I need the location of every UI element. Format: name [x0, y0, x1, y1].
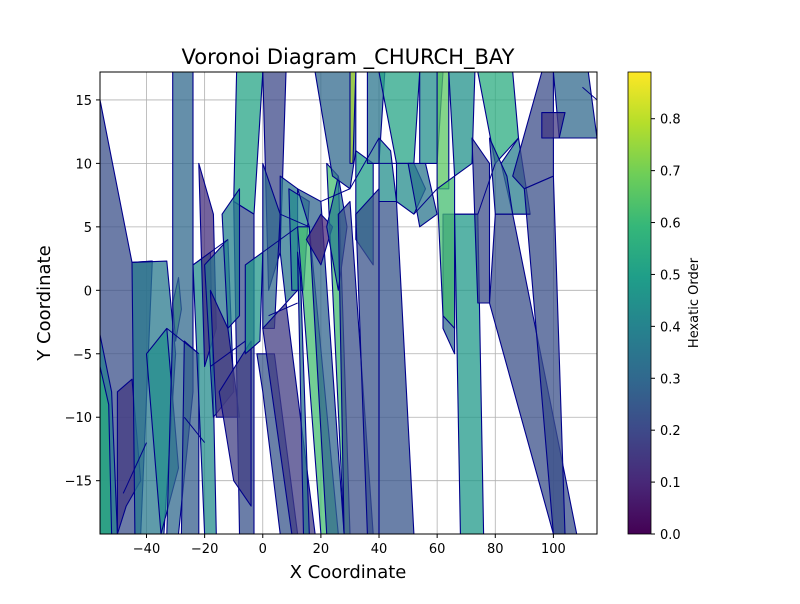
voronoi-edge [210, 340, 246, 367]
voronoi-edge [122, 442, 147, 494]
x-tick-label: 20 [313, 542, 330, 557]
x-tick-label: 40 [371, 542, 388, 557]
voronoi-cell [355, 188, 380, 534]
voronoi-cell [218, 340, 252, 507]
colorbar-tick-label: 0.5 [660, 268, 681, 283]
colorbar-tick-label: 0.6 [660, 217, 681, 232]
voronoi-edge [320, 188, 351, 202]
colorbar-gradient [627, 71, 652, 535]
x-tick-label: 100 [541, 542, 566, 557]
voronoi-cell [523, 175, 566, 534]
voronoi-cell [297, 188, 345, 534]
voronoi-cell [100, 365, 113, 534]
voronoi-cells [100, 72, 597, 534]
colorbar-tick-label: 0.1 [660, 476, 681, 491]
plot-area [99, 71, 598, 535]
y-axis-label: Y Coordinate [34, 245, 55, 361]
colorbar-tick-label: 0.8 [660, 113, 681, 128]
y-axis: −15 −10 −5 0 5 10 15 [65, 94, 100, 490]
colorbar: 0.0 0.1 0.2 0.3 0.4 0.5 0.6 0.7 0.8 Hexatic Orde… [627, 71, 702, 543]
x-tick-label: 60 [429, 542, 446, 557]
colorbar-tick-label: 0.4 [660, 320, 681, 335]
voronoi-cell [448, 72, 476, 177]
voronoi-edge [262, 226, 298, 253]
voronoi-cell [180, 340, 200, 534]
plot-frame [99, 71, 598, 535]
voronoi-edge [166, 327, 200, 355]
x-tick-label: −40 [133, 542, 160, 557]
voronoi-cell [244, 251, 264, 355]
x-tick-label: −20 [191, 542, 218, 557]
colorbar-tick-label: 0.3 [660, 372, 681, 387]
voronoi-cell [378, 200, 415, 534]
voronoi-edge [131, 260, 153, 263]
y-tick-label: 5 [84, 221, 92, 236]
y-tick-label: 0 [84, 284, 92, 299]
voronoi-edges [122, 86, 597, 494]
y-tick-label: −15 [65, 475, 92, 490]
y-tick-label: 10 [75, 157, 92, 172]
x-axis: −40 −20 0 20 40 60 80 100 [133, 534, 566, 557]
y-tick-label: −5 [73, 348, 92, 363]
voronoi-cell [349, 72, 357, 164]
voronoi-edge [477, 163, 496, 215]
x-axis-label: X Coordinate [290, 562, 407, 583]
voronoi-edge [582, 86, 597, 101]
voronoi-edge [349, 137, 380, 190]
voronoi-edge [268, 302, 298, 317]
colorbar-tick-label: 0.2 [660, 424, 681, 439]
voronoi-cell [314, 72, 357, 190]
colorbar-label: Hexatic Order [687, 257, 702, 348]
voronoi-cell [436, 72, 450, 190]
y-tick-label: 15 [75, 94, 92, 109]
voronoi-cell [541, 112, 566, 139]
voronoi-cell [297, 251, 310, 534]
colorbar-tick-label: 0.7 [660, 165, 681, 180]
y-tick-label: −10 [65, 411, 92, 426]
x-tick-label: 0 [259, 542, 267, 557]
x-tick-label: 80 [487, 542, 504, 557]
voronoi-edge [192, 239, 229, 266]
colorbar-tick-label: 0.0 [660, 528, 681, 543]
voronoi-cell [221, 188, 241, 329]
voronoi-cell [436, 175, 456, 329]
colorbar-ticks: 0.0 0.1 0.2 0.3 0.4 0.5 0.6 0.7 0.8 [651, 113, 681, 543]
voronoi-edge [413, 188, 438, 215]
voronoi-edge [183, 416, 206, 443]
voronoi-edge [279, 213, 310, 228]
chart-title: Voronoi Diagram _CHURCH_BAY [182, 45, 515, 70]
